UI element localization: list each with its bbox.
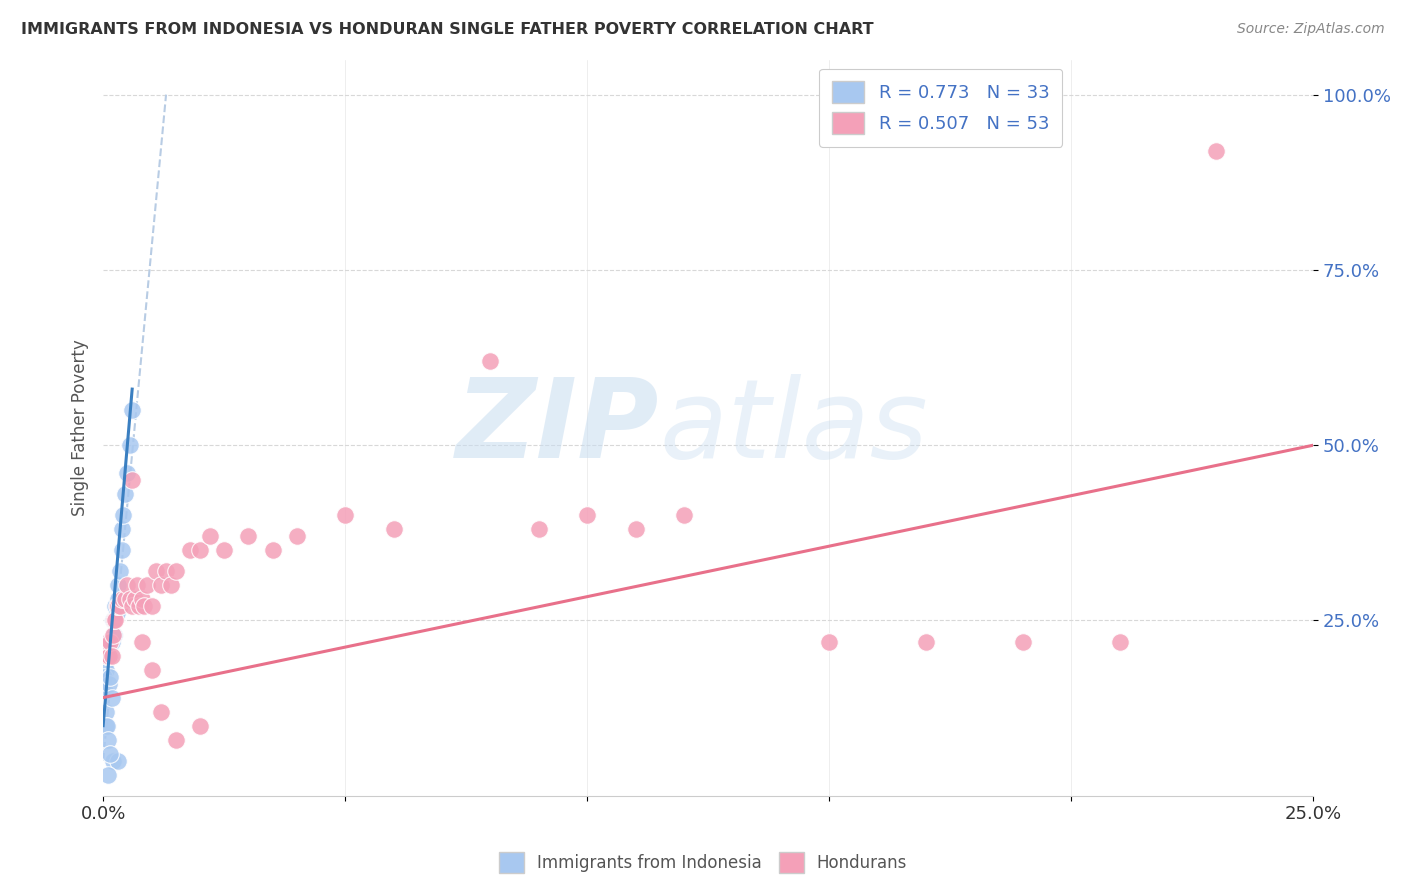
Point	[96, 648, 118, 663]
Legend: Immigrants from Indonesia, Hondurans: Immigrants from Indonesia, Hondurans	[492, 846, 914, 880]
Point	[131, 634, 153, 648]
Point	[1011, 634, 1033, 648]
Text: Source: ZipAtlas.com: Source: ZipAtlas.com	[1237, 22, 1385, 37]
Legend: R = 0.773   N = 33, R = 0.507   N = 53: R = 0.773 N = 33, R = 0.507 N = 53	[820, 69, 1062, 147]
Point	[818, 634, 841, 648]
Point	[121, 473, 143, 487]
Point	[382, 522, 405, 536]
Point	[121, 599, 143, 614]
Point	[624, 522, 647, 536]
Point	[101, 634, 124, 648]
Point	[93, 683, 115, 698]
Point	[100, 669, 122, 683]
Text: IMMIGRANTS FROM INDONESIA VS HONDURAN SINGLE FATHER POVERTY CORRELATION CHART: IMMIGRANTS FROM INDONESIA VS HONDURAN SI…	[21, 22, 873, 37]
Point	[150, 578, 173, 592]
Point	[100, 634, 122, 648]
Point	[100, 648, 122, 663]
Point	[107, 592, 129, 607]
Point	[150, 705, 173, 719]
Point	[97, 641, 120, 656]
Point	[188, 543, 211, 558]
Point	[105, 607, 128, 621]
Point	[93, 669, 115, 683]
Point	[128, 599, 150, 614]
Text: ZIP: ZIP	[457, 374, 659, 481]
Point	[285, 529, 308, 543]
Point	[100, 747, 122, 761]
Point	[94, 705, 117, 719]
Point	[103, 614, 125, 628]
Point	[112, 508, 135, 523]
Point	[141, 663, 163, 677]
Point	[111, 522, 134, 536]
Point	[915, 634, 938, 648]
Point	[94, 719, 117, 733]
Point	[1108, 634, 1130, 648]
Point	[104, 614, 127, 628]
Point	[110, 543, 132, 558]
Y-axis label: Single Father Poverty: Single Father Poverty	[72, 339, 89, 516]
Point	[134, 599, 156, 614]
Point	[111, 592, 134, 607]
Point	[118, 592, 141, 607]
Point	[121, 403, 143, 417]
Point	[155, 565, 177, 579]
Point	[97, 634, 120, 648]
Point	[212, 543, 235, 558]
Point	[97, 676, 120, 690]
Point	[101, 614, 124, 628]
Point	[131, 592, 153, 607]
Point	[262, 543, 284, 558]
Point	[108, 565, 131, 579]
Point	[103, 627, 125, 641]
Point	[576, 508, 599, 523]
Point	[527, 522, 550, 536]
Point	[96, 648, 118, 663]
Point	[125, 578, 148, 592]
Point	[107, 599, 129, 614]
Point	[96, 719, 118, 733]
Point	[105, 599, 128, 614]
Point	[107, 578, 129, 592]
Point	[97, 768, 120, 782]
Point	[97, 634, 120, 648]
Point	[238, 529, 260, 543]
Point	[118, 438, 141, 452]
Point	[165, 732, 187, 747]
Point	[135, 578, 157, 592]
Point	[114, 487, 136, 501]
Point	[672, 508, 695, 523]
Text: atlas: atlas	[659, 374, 928, 481]
Point	[94, 663, 117, 677]
Point	[101, 627, 124, 641]
Point	[333, 508, 356, 523]
Point	[165, 565, 187, 579]
Point	[198, 529, 221, 543]
Point	[107, 754, 129, 768]
Point	[179, 543, 201, 558]
Point	[97, 648, 120, 663]
Point	[145, 565, 167, 579]
Point	[160, 578, 183, 592]
Point	[114, 592, 136, 607]
Point	[108, 599, 131, 614]
Point	[101, 754, 124, 768]
Point	[141, 599, 163, 614]
Point	[101, 690, 124, 705]
Point	[188, 719, 211, 733]
Point	[97, 732, 120, 747]
Point	[117, 578, 139, 592]
Point	[1205, 144, 1227, 158]
Point	[101, 648, 124, 663]
Point	[117, 467, 139, 481]
Point	[479, 354, 502, 368]
Point	[124, 592, 146, 607]
Point	[104, 599, 127, 614]
